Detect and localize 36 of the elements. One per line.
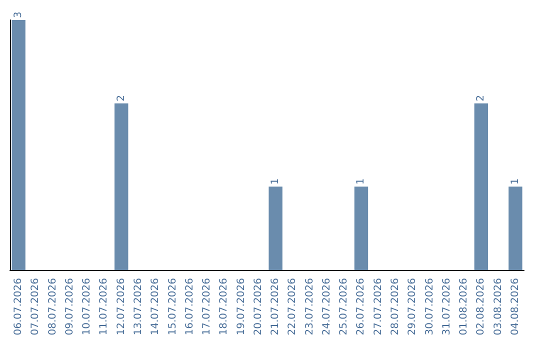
x-tick-label: 29.07.2026 (407, 278, 418, 336)
data-label: 1 (510, 178, 521, 185)
data-label: 1 (270, 178, 282, 185)
x-tick-label: 27.07.2026 (372, 278, 384, 336)
x-tick-label: 17.07.2026 (202, 278, 213, 336)
x-tick-label: 23.07.2026 (304, 278, 316, 336)
data-label: 2 (116, 94, 127, 102)
x-tick-label: 22.07.2026 (287, 278, 298, 336)
x-tick-label: 30.07.2026 (424, 278, 436, 336)
x-tick-label: 19.07.2026 (236, 278, 247, 336)
x-tick-label: 25.07.2026 (338, 278, 350, 336)
x-tick-label: 14.07.2026 (150, 278, 162, 336)
x-tick-label: 18.07.2026 (218, 278, 230, 336)
x-tick-label: 01.08.2026 (458, 278, 470, 336)
x-tick-label: 21.07.2026 (270, 278, 282, 336)
x-tick-label: 12.07.2026 (116, 278, 127, 336)
x-tick-label: 06.07.2026 (13, 278, 24, 336)
x-tick-label: 11.07.2026 (98, 278, 110, 336)
x-tick-label: 02.08.2026 (476, 278, 487, 336)
x-tick-label: 28.07.2026 (390, 278, 401, 336)
x-tick-label: 13.07.2026 (133, 278, 144, 336)
x-tick-label: 31.07.2026 (441, 278, 452, 336)
x-tick-label: 15.07.2026 (167, 278, 178, 336)
data-label: 3 (13, 12, 24, 18)
x-tick-label: 10.07.2026 (82, 278, 93, 336)
x-tick-label: 16.07.2026 (184, 278, 196, 336)
data-label: 1 (356, 178, 367, 185)
x-tick-label: 07.07.2026 (30, 278, 42, 336)
x-tick-label: 08.07.2026 (47, 278, 58, 336)
x-tick-label: 20.07.2026 (252, 278, 264, 336)
x-tick-label: 26.07.2026 (356, 278, 367, 336)
x-tick-label: 03.08.2026 (492, 278, 504, 336)
data-label: 2 (476, 94, 487, 102)
x-tick-label: 09.07.2026 (64, 278, 76, 336)
x-tick-label: 04.08.2026 (510, 278, 521, 336)
x-tick-label: 24.07.2026 (321, 278, 332, 336)
